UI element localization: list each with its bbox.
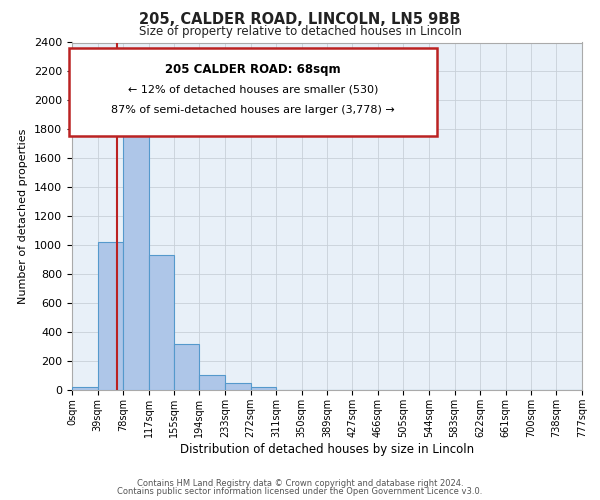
Text: 205, CALDER ROAD, LINCOLN, LN5 9BB: 205, CALDER ROAD, LINCOLN, LN5 9BB: [139, 12, 461, 28]
Bar: [199, 375, 225, 390]
Text: ← 12% of detached houses are smaller (530): ← 12% of detached houses are smaller (53…: [128, 84, 378, 94]
Y-axis label: Number of detached properties: Number of detached properties: [19, 128, 28, 304]
Bar: [72, 387, 98, 390]
Bar: [174, 344, 199, 390]
Bar: [225, 384, 251, 390]
Text: Contains HM Land Registry data © Crown copyright and database right 2024.: Contains HM Land Registry data © Crown c…: [137, 478, 463, 488]
Text: 205 CALDER ROAD: 68sqm: 205 CALDER ROAD: 68sqm: [165, 64, 341, 76]
Bar: [98, 242, 123, 390]
Text: Contains public sector information licensed under the Open Government Licence v3: Contains public sector information licen…: [118, 487, 482, 496]
Bar: [123, 115, 149, 390]
Bar: [251, 387, 276, 390]
Text: Size of property relative to detached houses in Lincoln: Size of property relative to detached ho…: [139, 25, 461, 38]
FancyBboxPatch shape: [70, 48, 437, 136]
Text: 87% of semi-detached houses are larger (3,778) →: 87% of semi-detached houses are larger (…: [111, 105, 395, 115]
X-axis label: Distribution of detached houses by size in Lincoln: Distribution of detached houses by size …: [180, 442, 474, 456]
Bar: [149, 256, 174, 390]
